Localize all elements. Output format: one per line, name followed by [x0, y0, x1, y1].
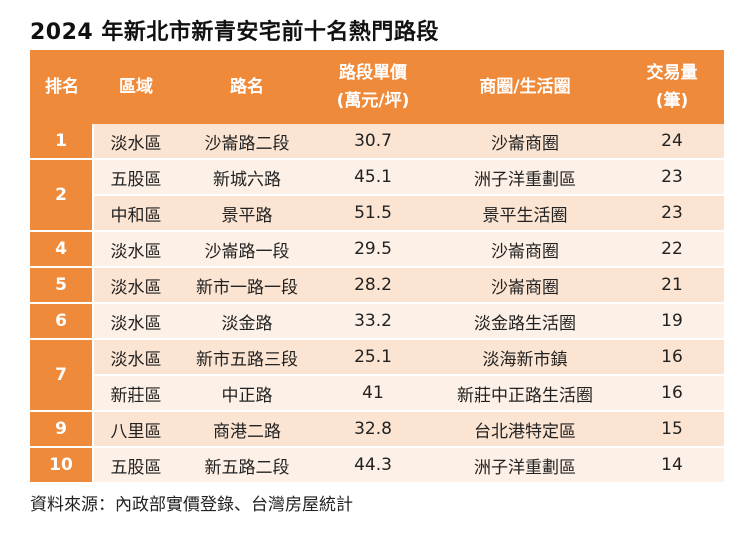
volume-cell: 21 [620, 268, 724, 304]
road-cell: 新市五路三段 [178, 340, 316, 376]
header-row: 排名 區域 路名 路段單價 (萬元/坪) 商圈/生活圈 交易量 (筆) [30, 50, 724, 124]
area-cell: 洲子洋重劃區 [430, 160, 620, 196]
volume-cell: 14 [620, 448, 724, 484]
district-cell: 淡水區 [94, 124, 178, 160]
source-note: 資料來源：內政部實價登錄、台灣房屋統計 [30, 495, 353, 515]
header-price: 路段單價 (萬元/坪) [316, 50, 430, 124]
price-cell: 45.1 [316, 160, 430, 196]
price-cell: 25.1 [316, 340, 430, 376]
volume-cell: 23 [620, 160, 724, 196]
district-cell: 中和區 [94, 196, 178, 232]
area-cell: 沙崙商圈 [430, 268, 620, 304]
rank-cell: 4 [30, 232, 94, 268]
area-cell: 沙崙商圈 [430, 124, 620, 160]
table-row: 5 淡水區 新市一路一段 28.2 沙崙商圈 21 [30, 268, 724, 304]
area-cell: 沙崙商圈 [430, 232, 620, 268]
area-cell: 淡金路生活圈 [430, 304, 620, 340]
price-cell: 30.7 [316, 124, 430, 160]
price-cell: 32.8 [316, 412, 430, 448]
price-cell: 41 [316, 376, 430, 412]
area-cell: 台北港特定區 [430, 412, 620, 448]
road-cell: 沙崙路二段 [178, 124, 316, 160]
table-row: 1 淡水區 沙崙路二段 30.7 沙崙商圈 24 [30, 124, 724, 160]
header-area: 商圈/生活圈 [430, 50, 620, 124]
district-cell: 五股區 [94, 448, 178, 484]
table-row: 4 淡水區 沙崙路一段 29.5 沙崙商圈 22 [30, 232, 724, 268]
price-cell: 33.2 [316, 304, 430, 340]
area-cell: 景平生活圈 [430, 196, 620, 232]
road-cell: 新城六路 [178, 160, 316, 196]
header-district: 區域 [94, 50, 178, 124]
header-volume-line1: 交易量 [646, 63, 698, 83]
volume-cell: 15 [620, 412, 724, 448]
page-title: 2024 年新北市新青安宅前十名熱門路段 [30, 20, 439, 45]
district-cell: 淡水區 [94, 340, 178, 376]
rank-cell: 2 [30, 160, 94, 232]
road-cell: 中正路 [178, 376, 316, 412]
rank-cell: 1 [30, 124, 94, 160]
header-price-line1: 路段單價 [339, 63, 407, 83]
road-cell: 新市一路一段 [178, 268, 316, 304]
volume-cell: 24 [620, 124, 724, 160]
price-cell: 28.2 [316, 268, 430, 304]
table-row: 新莊區 中正路 41 新莊中正路生活圈 16 [30, 376, 724, 412]
area-cell: 新莊中正路生活圈 [430, 376, 620, 412]
district-cell: 淡水區 [94, 304, 178, 340]
volume-cell: 16 [620, 376, 724, 412]
rank-cell: 9 [30, 412, 94, 448]
ranking-table: 排名 區域 路名 路段單價 (萬元/坪) 商圈/生活圈 交易量 (筆) 1 淡水… [30, 50, 724, 484]
rank-cell: 7 [30, 340, 94, 412]
volume-cell: 22 [620, 232, 724, 268]
volume-cell: 16 [620, 340, 724, 376]
header-road: 路名 [178, 50, 316, 124]
road-cell: 新五路二段 [178, 448, 316, 484]
header-rank: 排名 [30, 50, 94, 124]
road-cell: 沙崙路一段 [178, 232, 316, 268]
district-cell: 新莊區 [94, 376, 178, 412]
district-cell: 八里區 [94, 412, 178, 448]
road-cell: 商港二路 [178, 412, 316, 448]
district-cell: 淡水區 [94, 232, 178, 268]
table-row: 6 淡水區 淡金路 33.2 淡金路生活圈 19 [30, 304, 724, 340]
road-cell: 淡金路 [178, 304, 316, 340]
district-cell: 淡水區 [94, 268, 178, 304]
area-cell: 淡海新市鎮 [430, 340, 620, 376]
header-volume-line2: (筆) [655, 91, 689, 111]
table-row: 2 五股區 新城六路 45.1 洲子洋重劃區 23 [30, 160, 724, 232]
table-row: 7 淡水區 新市五路三段 25.1 淡海新市鎮 16 [30, 340, 724, 412]
table-row: 10 五股區 新五路二段 44.3 洲子洋重劃區 14 [30, 448, 724, 484]
district-cell: 五股區 [94, 160, 178, 196]
area-cell: 洲子洋重劃區 [430, 448, 620, 484]
price-cell: 29.5 [316, 232, 430, 268]
header-price-line2: (萬元/坪) [336, 91, 410, 111]
rank-cell: 5 [30, 268, 94, 304]
volume-cell: 23 [620, 196, 724, 232]
table-row: 中和區 景平路 51.5 景平生活圈 23 [30, 196, 724, 232]
volume-cell: 19 [620, 304, 724, 340]
price-cell: 44.3 [316, 448, 430, 484]
rank-cell: 6 [30, 304, 94, 340]
rank-cell: 10 [30, 448, 94, 484]
road-cell: 景平路 [178, 196, 316, 232]
table-row: 9 八里區 商港二路 32.8 台北港特定區 15 [30, 412, 724, 448]
header-volume: 交易量 (筆) [620, 50, 724, 124]
price-cell: 51.5 [316, 196, 430, 232]
